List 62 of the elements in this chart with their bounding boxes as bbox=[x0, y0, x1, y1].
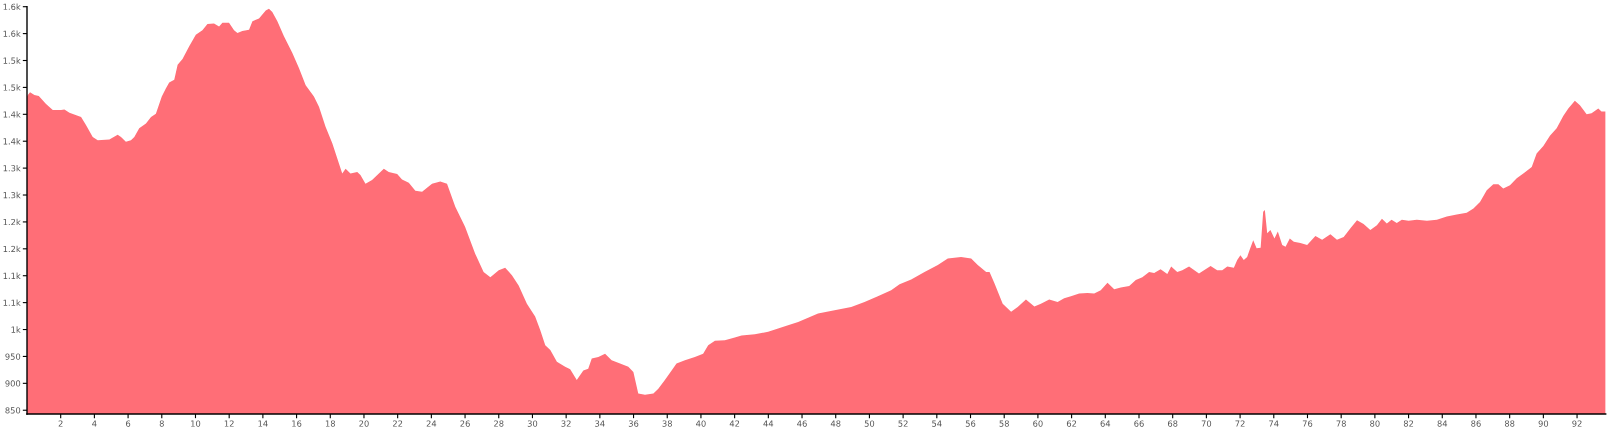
x-tick-label: 40 bbox=[696, 420, 706, 427]
y-tick-label: 1k bbox=[11, 326, 21, 333]
x-tick-label: 14 bbox=[258, 420, 268, 427]
x-tick-label: 64 bbox=[1100, 420, 1111, 427]
x-tick-label: 48 bbox=[830, 420, 841, 427]
x-tick-label: 82 bbox=[1403, 420, 1414, 427]
x-tick-label: 42 bbox=[729, 420, 740, 427]
x-tick-label: 68 bbox=[1167, 420, 1178, 427]
x-tick-label: 66 bbox=[1134, 420, 1144, 427]
x-tick-label: 38 bbox=[662, 420, 672, 427]
y-tick-label: 1.1k bbox=[3, 299, 21, 306]
x-tick-label: 22 bbox=[392, 420, 403, 427]
x-tick-label: 10 bbox=[191, 420, 201, 427]
x-tick-label: 76 bbox=[1302, 420, 1313, 427]
x-tick-label: 56 bbox=[965, 420, 976, 427]
x-tick-label: 80 bbox=[1370, 420, 1380, 427]
x-tick-label: 6 bbox=[126, 420, 131, 427]
y-tick-label: 1.5k bbox=[3, 84, 21, 91]
x-tick-label: 70 bbox=[1201, 420, 1212, 427]
x-tick-label: 18 bbox=[325, 420, 335, 427]
x-tick-label: 50 bbox=[864, 420, 875, 427]
x-tick-label: 78 bbox=[1336, 420, 1346, 427]
y-tick-label: 1.4k bbox=[3, 111, 21, 118]
y-tick-label: 1.4k bbox=[3, 138, 21, 145]
y-tick-label: 1.1k bbox=[3, 272, 21, 279]
x-tick-label: 52 bbox=[898, 420, 908, 427]
x-tick-label: 62 bbox=[1066, 420, 1077, 427]
y-tick-label: 1.2k bbox=[3, 218, 21, 226]
x-tick-label: 30 bbox=[527, 420, 538, 427]
x-tick-label: 44 bbox=[763, 420, 774, 427]
x-tick-label: 24 bbox=[426, 420, 437, 427]
x-tick-label: 60 bbox=[1033, 420, 1043, 427]
y-tick-label: 850 bbox=[5, 407, 21, 414]
y-tick-label: 950 bbox=[5, 353, 21, 360]
x-tick-label: 92 bbox=[1572, 420, 1582, 427]
y-tick-label: 900 bbox=[5, 380, 21, 387]
x-tick-label: 74 bbox=[1269, 420, 1279, 427]
y-tick-label: 1.5k bbox=[3, 57, 21, 64]
x-tick-label: 32 bbox=[561, 420, 571, 427]
x-tick-label: 8 bbox=[159, 420, 164, 427]
x-tick-label: 46 bbox=[797, 420, 807, 427]
y-tick-label: 1.3k bbox=[3, 191, 21, 199]
y-tick-label: 1.6k bbox=[3, 3, 21, 10]
x-tick-label: 88 bbox=[1504, 420, 1515, 427]
y-tick-label: 1.3k bbox=[3, 164, 21, 172]
x-tick-label: 26 bbox=[460, 420, 470, 427]
x-tick-label: 12 bbox=[224, 420, 234, 427]
x-tick-label: 84 bbox=[1437, 420, 1448, 427]
x-tick-label: 58 bbox=[999, 420, 1009, 427]
x-tick-label: 16 bbox=[292, 420, 302, 427]
x-tick-label: 20 bbox=[359, 420, 369, 427]
x-tick-label: 90 bbox=[1538, 420, 1549, 427]
x-tick-label: 36 bbox=[628, 420, 639, 427]
x-tick-label: 54 bbox=[932, 420, 942, 427]
x-tick-label: 2 bbox=[58, 420, 63, 427]
x-tick-label: 34 bbox=[595, 420, 605, 427]
x-tick-label: 28 bbox=[494, 420, 504, 427]
x-tick-label: 86 bbox=[1471, 420, 1481, 427]
y-tick-label: 1.6k bbox=[3, 30, 21, 37]
x-tick-label: 4 bbox=[92, 420, 97, 427]
y-tick-label: 1.2k bbox=[3, 245, 21, 252]
x-tick-label: 72 bbox=[1235, 420, 1245, 427]
